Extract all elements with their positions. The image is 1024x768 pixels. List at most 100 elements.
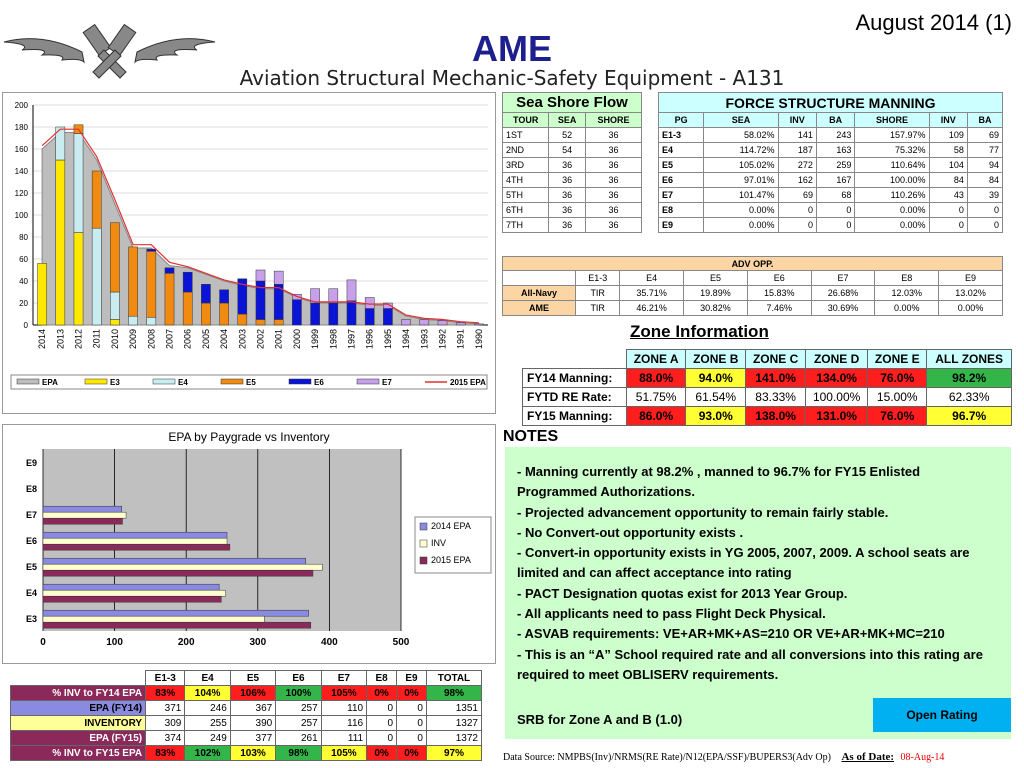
- table-cell: 0: [396, 700, 427, 716]
- table-cell: E7: [657, 187, 705, 203]
- x-tick-label: 1990: [474, 329, 484, 349]
- x-tick-label: 2003: [237, 329, 247, 349]
- table-row: 6TH 36 36: [501, 202, 643, 218]
- table-cell: 0%: [396, 685, 427, 701]
- table-cell: 26.68%: [810, 285, 876, 301]
- table-cell: 12.03%: [874, 285, 940, 301]
- table-cell: 104%: [184, 685, 231, 701]
- adv-header: E8: [874, 270, 940, 286]
- table-cell: 100%: [275, 685, 322, 701]
- table-cell: 103%: [229, 745, 277, 761]
- table-cell: 36: [584, 172, 643, 188]
- table-cell: 30.82%: [683, 300, 748, 316]
- sea-shore-panel: Sea Shore Flow TOUR SEA SHORE 1ST 52 36 2ND 54…: [501, 92, 643, 233]
- bar-2014-epa: [42, 583, 220, 591]
- table-cell: % INV to FY15 EPA: [9, 745, 147, 761]
- adv-header: E6: [746, 270, 812, 286]
- zone-table: ZONE A ZONE B ZONE C ZONE D ZONE E ALL ZONES …: [522, 349, 1012, 426]
- table-row: FY15 Manning: 86.0% 93.0% 138.0% 131.0% 76.0%…: [522, 406, 1012, 426]
- y-tick-label: E8: [26, 484, 37, 494]
- col-shore: SHORE: [584, 112, 643, 128]
- paygrade-chart: EPA by Paygrade vs Inventory 0 100 200 300 40…: [26, 430, 492, 648]
- zone-cell: 76.0%: [867, 406, 928, 426]
- bar-e5: [219, 302, 229, 326]
- zone-header: ZONE E: [867, 349, 928, 369]
- bar-e5: [164, 273, 175, 326]
- table-cell: 52: [548, 127, 586, 143]
- bar-e5: [255, 319, 266, 326]
- table-cell: 97.01%: [703, 172, 779, 188]
- table-cell: 162: [777, 172, 817, 188]
- table-cell: 98%: [275, 745, 322, 761]
- table-cell: 0.00%: [703, 202, 779, 218]
- bar-e6: [310, 302, 320, 326]
- table-cell: 15.83%: [746, 285, 812, 301]
- zone-header: ZONE D: [805, 349, 869, 369]
- table-cell: 110: [320, 700, 368, 716]
- force-header: INV: [928, 112, 968, 128]
- table-row: EPA (FY14) 371 246 367 257 110 0 0 1351: [9, 700, 483, 716]
- legend-label: 2014 EPA: [431, 521, 471, 531]
- x-tick-label: 2001: [274, 329, 284, 349]
- y-tick-label: E4: [26, 588, 37, 598]
- y-tick-label: E9: [26, 458, 37, 468]
- table-cell: 0: [928, 202, 968, 218]
- table-row: FYTD RE Rate: 51.75% 61.54% 83.33% 100.00% 15…: [522, 387, 1012, 407]
- table-cell: 6TH: [501, 202, 550, 218]
- bar-e3: [110, 319, 120, 326]
- x-tick-label: 2007: [165, 329, 175, 349]
- open-rating-button[interactable]: Open Rating: [873, 698, 1011, 732]
- legend-label: E7: [382, 378, 392, 387]
- adv-header: E7: [810, 270, 876, 286]
- table-cell: 58: [928, 142, 968, 158]
- table-cell: E5: [657, 157, 705, 173]
- table-row: INVENTORY 309 255 390 257 116 0 0 1327: [9, 715, 483, 731]
- bottom-header: E5: [229, 670, 277, 686]
- bar-e7: [437, 320, 448, 326]
- legend-box: [10, 374, 488, 390]
- zone-header: ZONE A: [625, 349, 687, 369]
- table-cell: 0.00%: [854, 217, 930, 233]
- bar-e4: [55, 126, 66, 161]
- zone-header: ALL ZONES: [926, 349, 1012, 369]
- bar-e6: [182, 271, 193, 293]
- x-tick-label: 2006: [183, 329, 193, 349]
- table-cell: 259: [815, 157, 856, 173]
- table-cell: 1ST: [501, 127, 550, 143]
- table-cell: 84: [966, 172, 1004, 188]
- bar-e6: [219, 289, 229, 304]
- table-cell: All-Navy: [501, 285, 577, 301]
- bottom-header: E4: [184, 670, 231, 686]
- y-tick-label: 60: [19, 255, 28, 264]
- bottom-header: E7: [320, 670, 368, 686]
- table-cell: 36: [548, 202, 586, 218]
- table-row: 7TH 36 36: [501, 217, 643, 233]
- table-cell: 30.69%: [810, 300, 876, 316]
- y-tick-label: 80: [19, 233, 28, 242]
- legend-box: [414, 516, 492, 574]
- table-cell: 0: [777, 202, 817, 218]
- bar-e6: [364, 308, 375, 326]
- table-cell: 0: [815, 202, 856, 218]
- table-cell: 2ND: [501, 142, 550, 158]
- bar-e5: [182, 291, 193, 326]
- bar-e5: [128, 246, 138, 317]
- adv-table: ADV OPP. E1-3 E4 E5 E6 E7 E8 E9 All-Navy TIR 35.…: [501, 256, 1003, 316]
- bar-2014-epa: [42, 531, 228, 539]
- bar-e5: [110, 222, 120, 293]
- table-cell: 367: [229, 700, 277, 716]
- table-cell: 104: [928, 157, 968, 173]
- table-cell: 1372: [425, 730, 483, 746]
- zone-cell: 51.75%: [625, 387, 687, 407]
- table-cell: 36: [584, 142, 643, 158]
- legend-swatch: [419, 556, 428, 565]
- x-tick-label: 300: [249, 637, 266, 648]
- adv-panel: ADV OPP. E1-3 E4 E5 E6 E7 E8 E9 All-Navy TIR 35.…: [501, 256, 1003, 316]
- zone-cell: 62.33%: [926, 387, 1012, 407]
- table-cell: 246: [184, 700, 231, 716]
- y-tick-label: 40: [19, 277, 28, 286]
- year-group-chart: 0 20 40 60 80 100 120 140 160 180 200 2014 2013 2012 2…: [10, 101, 488, 390]
- bottom-header: E6: [275, 670, 322, 686]
- zone-cell: 61.54%: [685, 387, 747, 407]
- table-row: EPA (FY15) 374 249 377 261 111 0 0 1372: [9, 730, 483, 746]
